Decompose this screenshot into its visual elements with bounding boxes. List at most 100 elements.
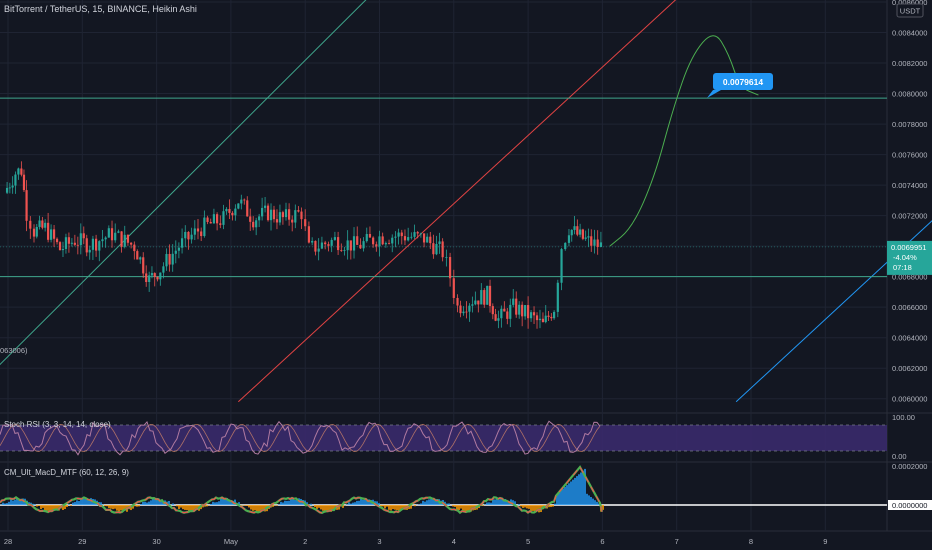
macd-histogram-bar bbox=[278, 504, 280, 505]
candle-body bbox=[168, 253, 171, 265]
candle-body bbox=[590, 236, 593, 246]
candle-body bbox=[82, 233, 85, 239]
macd-histogram-bar bbox=[434, 499, 436, 505]
candle-body bbox=[368, 234, 372, 238]
macd-histogram-bar bbox=[114, 505, 116, 509]
macd-histogram-bar bbox=[286, 500, 288, 505]
candle-body bbox=[400, 232, 403, 237]
macd-histogram-bar bbox=[324, 505, 326, 512]
candle-body bbox=[107, 228, 110, 238]
macd-pane[interactable] bbox=[0, 465, 887, 515]
price-pane[interactable] bbox=[0, 0, 932, 403]
macd-histogram-bar bbox=[120, 505, 122, 511]
macd-histogram-bar bbox=[12, 500, 14, 505]
macd-histogram-bar bbox=[378, 503, 380, 505]
candle-body bbox=[190, 234, 193, 240]
candle-body bbox=[362, 241, 365, 249]
macd-histogram-bar bbox=[456, 505, 458, 510]
current-price-value: 0.0069951 bbox=[891, 243, 926, 252]
macd-histogram-bar bbox=[570, 481, 572, 505]
stoch-rsi-pane[interactable] bbox=[0, 420, 887, 456]
candle-body bbox=[11, 185, 14, 188]
candle-body bbox=[133, 244, 136, 252]
price-tick-label: 0.0074000 bbox=[892, 181, 927, 190]
macd-histogram-bar bbox=[82, 498, 84, 505]
candle-body bbox=[480, 290, 483, 305]
candle-body bbox=[174, 250, 177, 254]
candle-body bbox=[177, 247, 180, 251]
macd-histogram-bar bbox=[560, 490, 562, 505]
macd-histogram-bar bbox=[424, 501, 426, 505]
macd-histogram-bar bbox=[262, 505, 264, 510]
macd-histogram-bar bbox=[76, 500, 78, 505]
macd-histogram-bar bbox=[10, 499, 12, 505]
candle-body bbox=[456, 297, 459, 306]
candle-body bbox=[474, 300, 477, 305]
macd-histogram-bar bbox=[36, 505, 38, 507]
macd-histogram-bar bbox=[18, 499, 20, 505]
candle-body bbox=[413, 232, 416, 237]
macd-histogram-bar bbox=[580, 472, 582, 505]
candle-body bbox=[206, 217, 209, 222]
macd-histogram-bar bbox=[458, 505, 460, 511]
candle-body bbox=[333, 237, 337, 240]
macd-histogram-bar bbox=[386, 505, 388, 507]
candle-body bbox=[180, 238, 184, 248]
macd-histogram-bar bbox=[20, 498, 22, 505]
candle-body bbox=[145, 273, 148, 283]
macd-histogram-bar bbox=[146, 502, 148, 505]
candle-body bbox=[441, 241, 444, 258]
candle-body bbox=[91, 238, 95, 250]
candle-body bbox=[556, 282, 559, 312]
candle-body bbox=[76, 244, 79, 246]
candle-body bbox=[477, 300, 480, 305]
time-tick-label: 5 bbox=[526, 537, 530, 546]
macd-histogram-bar bbox=[388, 505, 390, 510]
macd-histogram-bar bbox=[52, 505, 54, 511]
macd-histogram-bar bbox=[528, 505, 530, 509]
candle-body bbox=[41, 220, 44, 228]
macd-histogram-bar bbox=[64, 505, 66, 510]
candle-body bbox=[567, 235, 571, 243]
macd-histogram-bar bbox=[428, 499, 430, 505]
macd-histogram-bar bbox=[248, 505, 250, 508]
candle-body bbox=[153, 273, 156, 277]
macd-histogram-bar bbox=[256, 505, 258, 512]
stoch-rsi-band bbox=[0, 425, 887, 451]
candle-body bbox=[448, 257, 452, 279]
candle-body bbox=[162, 266, 165, 273]
candle-body bbox=[314, 240, 317, 252]
candle-body bbox=[58, 242, 62, 251]
macd-histogram-bar bbox=[202, 505, 204, 508]
chart-title: BitTorrent / TetherUS, 15, BINANCE, Heik… bbox=[4, 4, 197, 14]
macd-histogram-bar bbox=[16, 498, 18, 505]
candle-body bbox=[311, 240, 314, 243]
candle-body bbox=[330, 239, 333, 246]
candle-body bbox=[532, 312, 536, 316]
candle-body bbox=[570, 229, 573, 236]
price-tick-label: 0.0068000 bbox=[892, 273, 927, 282]
candle-body bbox=[200, 231, 203, 237]
macd-histogram-bar bbox=[8, 501, 10, 505]
macd-histogram-bar bbox=[134, 505, 136, 507]
macd-histogram-bar bbox=[332, 505, 334, 511]
macd-histogram-bar bbox=[468, 505, 470, 513]
candle-body bbox=[397, 232, 400, 237]
macd-histogram-bar bbox=[534, 505, 536, 512]
macd-histogram-bar bbox=[176, 505, 178, 507]
macd-histogram-bar bbox=[124, 505, 126, 510]
candle-body bbox=[465, 311, 468, 313]
macd-histogram-bar bbox=[394, 505, 396, 510]
macd-histogram-bar bbox=[520, 505, 522, 507]
time-tick-label: 28 bbox=[4, 537, 12, 546]
candle-body bbox=[246, 200, 249, 217]
candle-body bbox=[212, 214, 216, 224]
macd-histogram-bar bbox=[88, 499, 90, 505]
macd-histogram-bar bbox=[158, 498, 160, 505]
candle-body bbox=[52, 229, 56, 239]
time-tick-label: 29 bbox=[78, 537, 86, 546]
candle-body bbox=[509, 304, 512, 319]
macd-histogram-bar bbox=[108, 505, 110, 509]
macd-histogram-bar bbox=[562, 488, 564, 505]
candle-body bbox=[216, 214, 219, 224]
